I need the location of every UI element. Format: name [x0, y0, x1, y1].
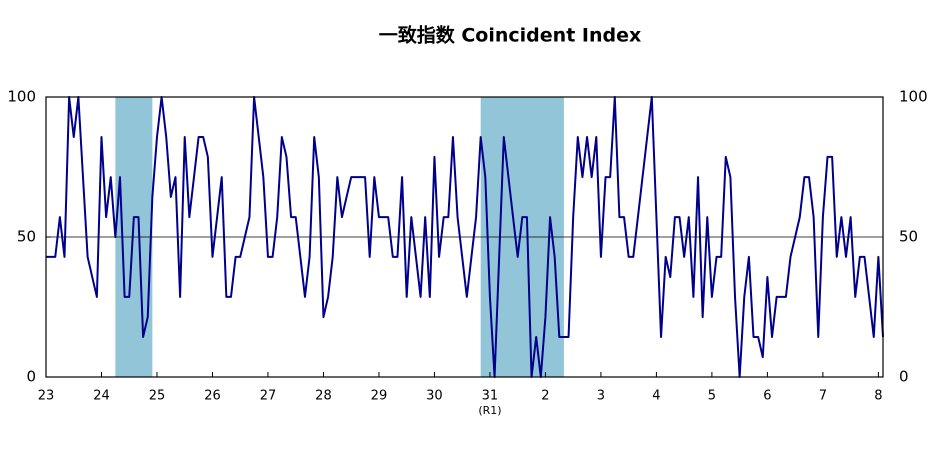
series-line: [46, 96, 884, 378]
x-tick-label: 28: [315, 389, 332, 404]
y2-tick-label: 50: [899, 228, 918, 246]
x-tick-label: 5: [708, 389, 716, 404]
x-tick-label: 30: [426, 389, 443, 404]
y2-tick-label: 100: [899, 88, 928, 106]
x-tick-label: 27: [260, 389, 277, 404]
x-tick-label: 25: [149, 389, 166, 404]
x-tick-label: 3: [597, 389, 605, 404]
x-tick-label: 6: [763, 389, 771, 404]
chart-title: 一致指数 Coincident Index: [379, 24, 641, 47]
y-tick-label: 100: [7, 88, 36, 106]
y-tick-label: 50: [17, 228, 36, 246]
x-tick-label: 24: [93, 389, 110, 404]
x-tick-label: 4: [652, 389, 660, 404]
x-tick-label: 8: [874, 389, 882, 404]
plot-frame: [45, 96, 884, 378]
x-tick-label: 26: [204, 389, 221, 404]
x-tick-label: 29: [371, 389, 388, 404]
y2-tick-label: 0: [899, 368, 909, 386]
x-tick-label: 2: [541, 389, 549, 404]
x-tick-label: 23: [38, 389, 55, 404]
y-tick-label: 0: [26, 368, 36, 386]
x-tick-label: 31: [482, 389, 499, 404]
x-tick-label: 7: [819, 389, 827, 404]
x-annotation: (R1): [478, 404, 501, 417]
